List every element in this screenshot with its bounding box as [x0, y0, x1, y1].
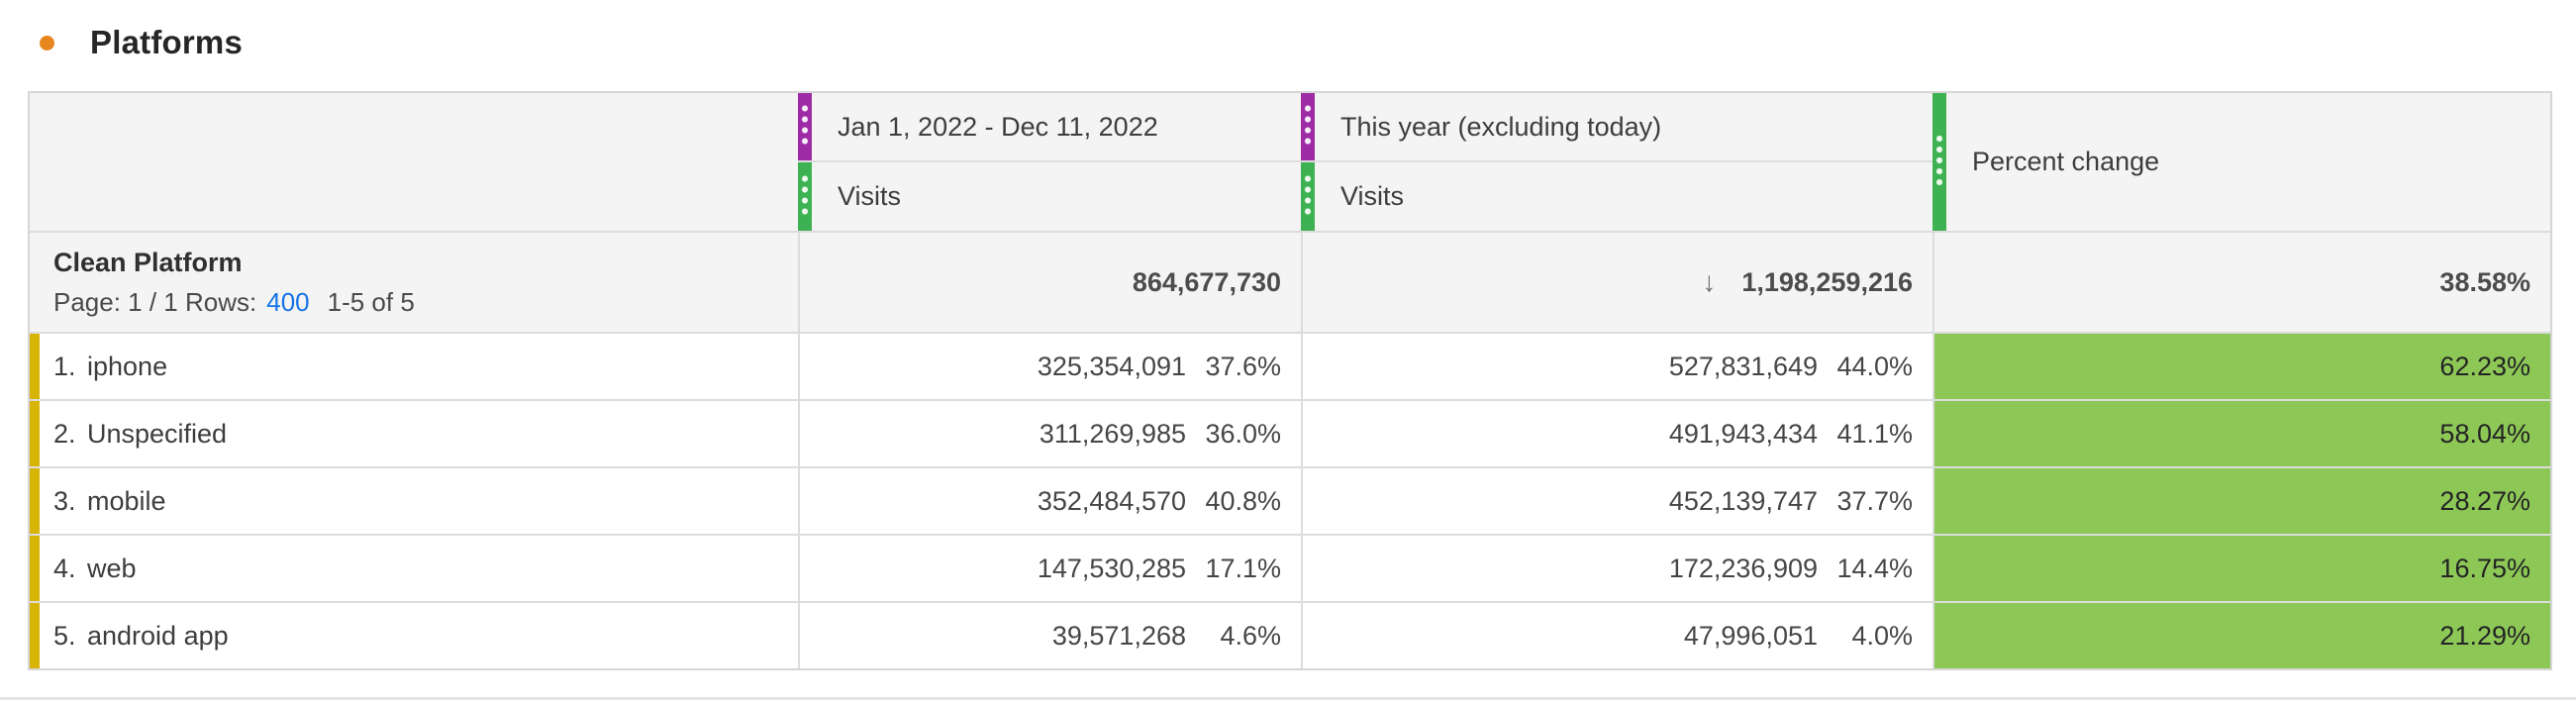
summary-total-visits-b: ↓ 1,198,259,216 — [1301, 231, 1932, 332]
visits-b-cell[interactable]: 452,139,747 37.7% — [1301, 466, 1932, 534]
summary-total-visits-a: 864,677,730 — [798, 231, 1301, 332]
row-accent-bar — [30, 401, 40, 466]
percent-change-cell[interactable]: 21.29% — [1932, 601, 2550, 668]
row-accent-bar — [30, 334, 40, 399]
column-header-date-range-a[interactable]: Jan 1, 2022 - Dec 11, 2022 — [798, 93, 1301, 160]
visits-b-cell[interactable]: 47,996,051 4.0% — [1301, 601, 1932, 668]
pagination-prefix: Page: 1 / 1 Rows: — [53, 286, 257, 317]
panel-bottom-divider — [0, 697, 2576, 700]
dimension-value: android app — [87, 620, 229, 651]
percent-change-cell[interactable]: 28.27% — [1932, 466, 2550, 534]
visits-a-cell[interactable]: 147,530,285 17.1% — [798, 534, 1301, 601]
column-header-percent-change[interactable]: Percent change — [1932, 93, 2550, 231]
row-dimension-cell[interactable]: 5. android app — [30, 601, 798, 668]
visits-b-cell[interactable]: 527,831,649 44.0% — [1301, 332, 1932, 399]
pagination: Page: 1 / 1 Rows: 400 1-5 of 5 — [53, 287, 415, 318]
panel-color-dot-icon — [40, 35, 54, 50]
visits-a-label: Visits — [838, 181, 902, 211]
percent-change-cell[interactable]: 62.23% — [1932, 332, 2550, 399]
summary-dimension-cell: Clean Platform Page: 1 / 1 Rows: 400 1-5… — [30, 231, 798, 332]
drag-handle-icon[interactable] — [1932, 93, 1946, 231]
visits-a-cell[interactable]: 39,571,268 4.6% — [798, 601, 1301, 668]
visits-b-label: Visits — [1340, 181, 1405, 211]
panel-header: Platforms — [40, 24, 243, 61]
row-accent-bar — [30, 603, 40, 668]
drag-handle-icon[interactable] — [1301, 162, 1315, 231]
rows-per-page-link[interactable]: 400 — [266, 286, 310, 317]
drag-handle-icon[interactable] — [798, 162, 812, 231]
column-header-date-range-b[interactable]: This year (excluding today) — [1301, 93, 1932, 160]
visits-b-cell[interactable]: 172,236,909 14.4% — [1301, 534, 1932, 601]
panel-title: Platforms — [90, 24, 244, 60]
visits-a-cell[interactable]: 352,484,570 40.8% — [798, 466, 1301, 534]
freeform-table: Jan 1, 2022 - Dec 11, 2022 This year (ex… — [28, 91, 2552, 670]
pagination-range: 1-5 of 5 — [327, 286, 415, 317]
dimension-value: Unspecified — [87, 418, 228, 449]
percent-change-cell[interactable]: 58.04% — [1932, 399, 2550, 466]
visits-a-cell[interactable]: 325,354,091 37.6% — [798, 332, 1301, 399]
column-header-visits-b[interactable]: Visits — [1301, 160, 1932, 231]
header-corner-cell — [30, 93, 798, 231]
dimension-value: iphone — [87, 351, 168, 381]
percent-change-cell[interactable]: 16.75% — [1932, 534, 2550, 601]
date-range-a-label: Jan 1, 2022 - Dec 11, 2022 — [838, 111, 1158, 142]
drag-handle-icon[interactable] — [798, 93, 812, 160]
dimension-value: mobile — [87, 485, 166, 516]
row-dimension-cell[interactable]: 1. iphone — [30, 332, 798, 399]
dimension-title: Clean Platform — [53, 247, 243, 277]
row-accent-bar — [30, 536, 40, 601]
row-dimension-cell[interactable]: 3. mobile — [30, 466, 798, 534]
column-header-visits-a[interactable]: Visits — [798, 160, 1301, 231]
row-dimension-cell[interactable]: 4. web — [30, 534, 798, 601]
visits-a-cell[interactable]: 311,269,985 36.0% — [798, 399, 1301, 466]
dimension-value: web — [87, 553, 137, 583]
summary-total-percent-change: 38.58% — [1932, 231, 2550, 332]
percent-change-label: Percent change — [1972, 147, 2160, 176]
sort-descending-icon[interactable]: ↓ — [1702, 266, 1717, 297]
drag-handle-icon[interactable] — [1301, 93, 1315, 160]
date-range-b-label: This year (excluding today) — [1340, 111, 1662, 142]
visits-b-cell[interactable]: 491,943,434 41.1% — [1301, 399, 1932, 466]
row-accent-bar — [30, 468, 40, 534]
row-dimension-cell[interactable]: 2. Unspecified — [30, 399, 798, 466]
